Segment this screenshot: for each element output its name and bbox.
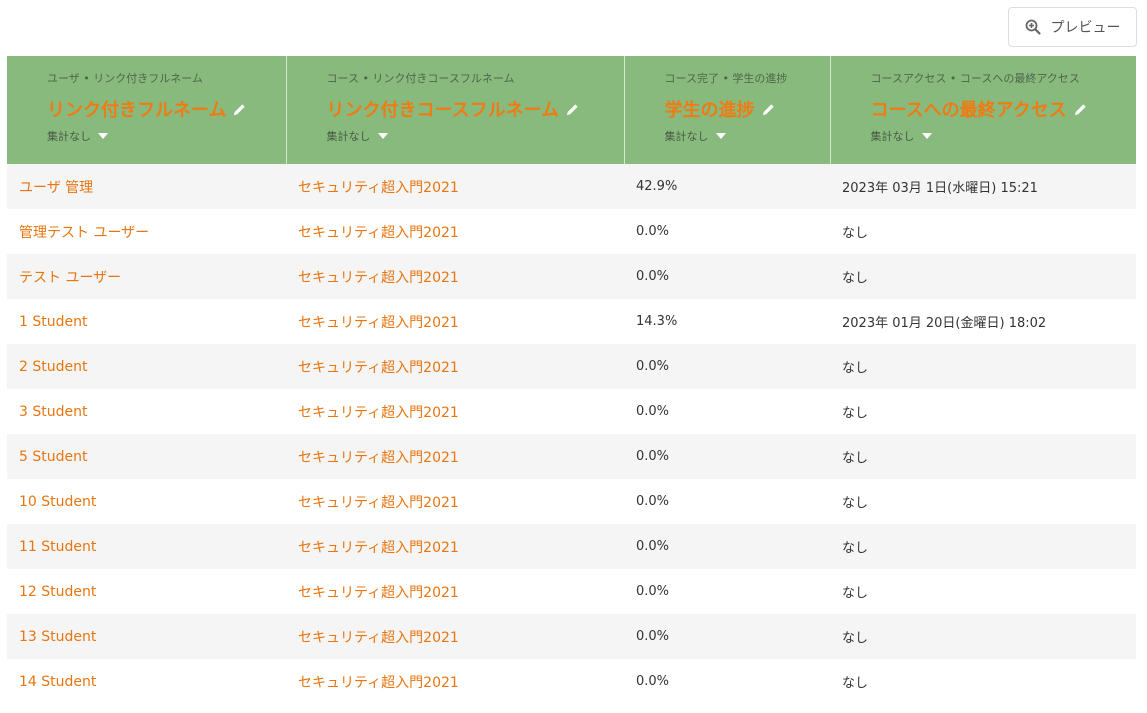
course-fullname-link[interactable]: セキュリティ超入門2021	[286, 389, 624, 434]
course-fullname-link[interactable]: セキュリティ超入門2021	[286, 164, 624, 209]
user-fullname-link[interactable]: 13 Student	[7, 614, 286, 659]
pencil-icon[interactable]	[565, 102, 580, 117]
preview-button[interactable]: プレビュー	[1008, 7, 1137, 47]
column-subtitle: コース完了 • 学生の進捗	[664, 72, 788, 85]
report-table: ユーザ • リンク付きフルネーム リンク付きフルネーム 集計なし コース • リ…	[7, 56, 1136, 704]
last-access: なし	[830, 434, 1136, 479]
user-fullname-link[interactable]: 5 Student	[7, 434, 286, 479]
preview-button-label: プレビュー	[1050, 20, 1121, 36]
student-progress: 0.0%	[624, 254, 830, 299]
student-progress: 0.0%	[624, 524, 830, 569]
table-row: 2 Student セキュリティ超入門2021 0.0% なし	[7, 344, 1136, 389]
user-fullname-link[interactable]: 1 Student	[7, 299, 286, 344]
caret-down-icon	[715, 133, 726, 139]
last-access: 2023年 03月 1日(水曜日) 15:21	[830, 164, 1136, 209]
column-title: リンク付きフルネーム	[47, 96, 286, 122]
table-row: 10 Student セキュリティ超入門2021 0.0% なし	[7, 479, 1136, 524]
column-title: 学生の進捗	[665, 96, 830, 122]
user-fullname-link[interactable]: 2 Student	[7, 344, 286, 389]
table-row: 5 Student セキュリティ超入門2021 0.0% なし	[7, 434, 1136, 479]
aggregation-label: 集計なし	[664, 130, 709, 143]
aggregation-label: 集計なし	[326, 130, 371, 143]
column-title: コースへの最終アクセス	[871, 96, 1137, 122]
student-progress: 0.0%	[624, 434, 830, 479]
column-subtitle: コースアクセス • コースへの最終アクセス	[870, 72, 1080, 85]
table-row: ユーザ 管理 セキュリティ超入門2021 42.9% 2023年 03月 1日(…	[7, 164, 1136, 209]
column-subtitle: コース • リンク付きコースフルネーム	[326, 72, 515, 85]
table-row: 14 Student セキュリティ超入門2021 0.0% なし	[7, 659, 1136, 704]
column-title-text: リンク付きコースフルネーム	[326, 100, 560, 121]
column-title: リンク付きコースフルネーム	[327, 96, 624, 122]
last-access: なし	[830, 254, 1136, 299]
zoom-in-icon	[1025, 19, 1041, 35]
user-fullname-link[interactable]: 管理テスト ユーザー	[7, 209, 286, 254]
table-row: 1 Student セキュリティ超入門2021 14.3% 2023年 01月 …	[7, 299, 1136, 344]
user-fullname-link[interactable]: 3 Student	[7, 389, 286, 434]
report-table-header: ユーザ • リンク付きフルネーム リンク付きフルネーム 集計なし コース • リ…	[7, 56, 1136, 164]
aggregation-dropdown[interactable]: 集計なし	[871, 128, 932, 144]
course-fullname-link[interactable]: セキュリティ超入門2021	[286, 344, 624, 389]
report-toolbar: プレビュー	[0, 0, 1147, 56]
course-fullname-link[interactable]: セキュリティ超入門2021	[286, 659, 624, 704]
student-progress: 42.9%	[624, 164, 830, 209]
aggregation-dropdown[interactable]: 集計なし	[327, 128, 388, 144]
aggregation-dropdown[interactable]: 集計なし	[47, 128, 108, 144]
course-fullname-link[interactable]: セキュリティ超入門2021	[286, 434, 624, 479]
last-access: なし	[830, 344, 1136, 389]
column-header-last-access: コースアクセス • コースへの最終アクセス コースへの最終アクセス 集計なし	[830, 56, 1136, 164]
course-fullname-link[interactable]: セキュリティ超入門2021	[286, 254, 624, 299]
student-progress: 0.0%	[624, 344, 830, 389]
column-title-text: 学生の進捗	[664, 100, 755, 121]
user-fullname-link[interactable]: テスト ユーザー	[7, 254, 286, 299]
aggregation-label: 集計なし	[870, 130, 915, 143]
table-row: 管理テスト ユーザー セキュリティ超入門2021 0.0% なし	[7, 209, 1136, 254]
column-title-text: リンク付きフルネーム	[47, 100, 227, 121]
caret-down-icon	[98, 133, 108, 139]
course-fullname-link[interactable]: セキュリティ超入門2021	[286, 479, 624, 524]
course-fullname-link[interactable]: セキュリティ超入門2021	[286, 209, 624, 254]
last-access: 2023年 01月 20日(金曜日) 18:02	[830, 299, 1136, 344]
course-fullname-link[interactable]: セキュリティ超入門2021	[286, 614, 624, 659]
user-fullname-link[interactable]: 10 Student	[7, 479, 286, 524]
pencil-icon[interactable]	[232, 102, 247, 117]
column-subtitle: ユーザ • リンク付きフルネーム	[47, 72, 203, 85]
table-row: 11 Student セキュリティ超入門2021 0.0% なし	[7, 524, 1136, 569]
caret-down-icon	[921, 133, 932, 139]
last-access: なし	[830, 569, 1136, 614]
caret-down-icon	[377, 133, 388, 139]
course-fullname-link[interactable]: セキュリティ超入門2021	[286, 569, 624, 614]
student-progress: 0.0%	[624, 569, 830, 614]
student-progress: 0.0%	[624, 209, 830, 254]
report-table-body: ユーザ 管理 セキュリティ超入門2021 42.9% 2023年 03月 1日(…	[7, 164, 1136, 704]
pencil-icon[interactable]	[761, 102, 776, 117]
table-row: 13 Student セキュリティ超入門2021 0.0% なし	[7, 614, 1136, 659]
table-row: テスト ユーザー セキュリティ超入門2021 0.0% なし	[7, 254, 1136, 299]
aggregation-dropdown[interactable]: 集計なし	[665, 128, 726, 144]
user-fullname-link[interactable]: 14 Student	[7, 659, 286, 704]
last-access: なし	[830, 209, 1136, 254]
aggregation-label: 集計なし	[47, 130, 91, 143]
table-row: 3 Student セキュリティ超入門2021 0.0% なし	[7, 389, 1136, 434]
student-progress: 0.0%	[624, 389, 830, 434]
column-title-text: コースへの最終アクセス	[870, 100, 1067, 121]
last-access: なし	[830, 524, 1136, 569]
last-access: なし	[830, 614, 1136, 659]
column-header-fullname: ユーザ • リンク付きフルネーム リンク付きフルネーム 集計なし	[7, 56, 287, 164]
last-access: なし	[830, 659, 1136, 704]
last-access: なし	[830, 389, 1136, 434]
user-fullname-link[interactable]: 12 Student	[7, 569, 286, 614]
course-fullname-link[interactable]: セキュリティ超入門2021	[286, 299, 624, 344]
course-fullname-link[interactable]: セキュリティ超入門2021	[286, 524, 624, 569]
user-fullname-link[interactable]: ユーザ 管理	[7, 164, 286, 209]
user-fullname-link[interactable]: 11 Student	[7, 524, 286, 569]
student-progress: 0.0%	[624, 659, 830, 704]
last-access: なし	[830, 479, 1136, 524]
student-progress: 14.3%	[624, 299, 830, 344]
column-header-course: コース • リンク付きコースフルネーム リンク付きコースフルネーム 集計なし	[286, 56, 625, 164]
pencil-icon[interactable]	[1073, 102, 1088, 117]
table-row: 12 Student セキュリティ超入門2021 0.0% なし	[7, 569, 1136, 614]
column-header-progress: コース完了 • 学生の進捗 学生の進捗 集計なし	[624, 56, 831, 164]
student-progress: 0.0%	[624, 614, 830, 659]
student-progress: 0.0%	[624, 479, 830, 524]
